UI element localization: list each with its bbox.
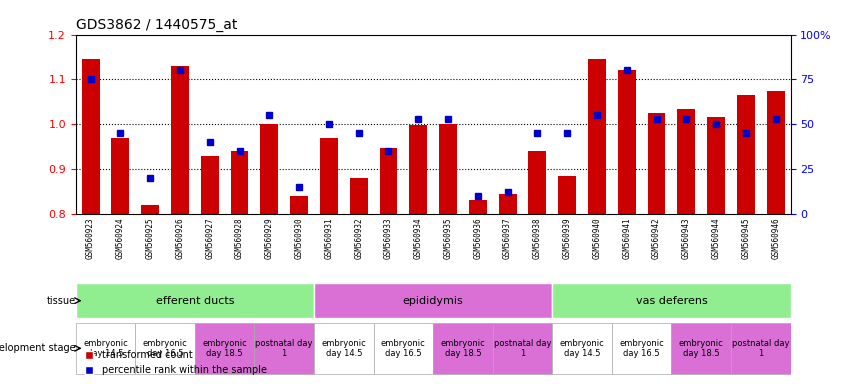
Text: GSM560932: GSM560932 — [354, 217, 363, 259]
Bar — [290, 196, 308, 214]
Bar — [201, 156, 219, 214]
Text: embryonic
day 18.5: embryonic day 18.5 — [441, 339, 485, 358]
Bar — [648, 113, 665, 214]
FancyBboxPatch shape — [553, 323, 611, 374]
Text: GSM560943: GSM560943 — [682, 217, 690, 259]
Text: GSM560938: GSM560938 — [533, 217, 542, 259]
Bar — [499, 194, 516, 214]
Text: GSM560928: GSM560928 — [235, 217, 244, 259]
Text: efferent ducts: efferent ducts — [156, 296, 234, 306]
Text: GDS3862 / 1440575_at: GDS3862 / 1440575_at — [76, 18, 237, 32]
Text: GSM560927: GSM560927 — [205, 217, 214, 259]
Text: embryonic
day 18.5: embryonic day 18.5 — [679, 339, 723, 358]
Text: GSM560939: GSM560939 — [563, 217, 572, 259]
Text: tissue: tissue — [46, 296, 76, 306]
Text: GSM560926: GSM560926 — [176, 217, 184, 259]
Text: GSM560945: GSM560945 — [742, 217, 750, 259]
Text: embryonic
day 14.5: embryonic day 14.5 — [559, 339, 605, 358]
Bar — [82, 59, 99, 214]
FancyBboxPatch shape — [135, 323, 195, 374]
Bar — [767, 91, 785, 214]
Text: GSM560946: GSM560946 — [771, 217, 780, 259]
Text: embryonic
day 16.5: embryonic day 16.5 — [143, 339, 188, 358]
Bar — [677, 109, 696, 214]
Text: postnatal day
1: postnatal day 1 — [732, 339, 790, 358]
Bar — [439, 124, 457, 214]
FancyBboxPatch shape — [373, 323, 433, 374]
Bar — [528, 151, 547, 214]
Text: postnatal day
1: postnatal day 1 — [256, 339, 313, 358]
Text: GSM560941: GSM560941 — [622, 217, 632, 259]
Bar — [588, 59, 606, 214]
Text: GSM560923: GSM560923 — [86, 217, 95, 259]
Bar — [468, 200, 487, 214]
Bar — [618, 70, 636, 214]
FancyBboxPatch shape — [314, 323, 373, 374]
Bar — [350, 178, 368, 214]
Text: GSM560929: GSM560929 — [265, 217, 274, 259]
Text: GSM560931: GSM560931 — [325, 217, 333, 259]
FancyBboxPatch shape — [254, 323, 314, 374]
FancyBboxPatch shape — [76, 323, 135, 374]
Bar — [707, 118, 725, 214]
FancyBboxPatch shape — [493, 323, 553, 374]
Text: development stage: development stage — [0, 343, 76, 353]
Bar — [141, 205, 159, 214]
Text: GSM560942: GSM560942 — [652, 217, 661, 259]
Text: GSM560936: GSM560936 — [473, 217, 482, 259]
Text: embryonic
day 16.5: embryonic day 16.5 — [619, 339, 664, 358]
Text: vas deferens: vas deferens — [636, 296, 707, 306]
Text: GSM560937: GSM560937 — [503, 217, 512, 259]
Text: GSM560930: GSM560930 — [294, 217, 304, 259]
Bar — [111, 137, 130, 214]
Bar — [737, 95, 754, 214]
Bar — [320, 137, 338, 214]
Text: GSM560925: GSM560925 — [145, 217, 155, 259]
FancyBboxPatch shape — [553, 283, 791, 318]
FancyBboxPatch shape — [195, 323, 254, 374]
FancyBboxPatch shape — [671, 323, 731, 374]
Text: embryonic
day 16.5: embryonic day 16.5 — [381, 339, 426, 358]
FancyBboxPatch shape — [433, 323, 493, 374]
Text: epididymis: epididymis — [403, 296, 463, 306]
FancyBboxPatch shape — [731, 323, 791, 374]
Text: embryonic
day 14.5: embryonic day 14.5 — [83, 339, 128, 358]
Text: GSM560933: GSM560933 — [384, 217, 393, 259]
FancyBboxPatch shape — [314, 283, 553, 318]
Text: postnatal day
1: postnatal day 1 — [494, 339, 551, 358]
Bar — [171, 66, 189, 214]
Bar — [410, 125, 427, 214]
FancyBboxPatch shape — [76, 283, 314, 318]
Legend: transformed count, percentile rank within the sample: transformed count, percentile rank withi… — [81, 346, 271, 379]
Bar — [558, 176, 576, 214]
Text: GSM560934: GSM560934 — [414, 217, 423, 259]
Bar — [379, 148, 397, 214]
Text: GSM560944: GSM560944 — [711, 217, 721, 259]
Text: embryonic
day 14.5: embryonic day 14.5 — [321, 339, 366, 358]
Text: GSM560924: GSM560924 — [116, 217, 124, 259]
Text: embryonic
day 18.5: embryonic day 18.5 — [202, 339, 247, 358]
Text: GSM560935: GSM560935 — [443, 217, 452, 259]
Bar — [230, 151, 248, 214]
Bar — [261, 124, 278, 214]
Text: GSM560940: GSM560940 — [592, 217, 601, 259]
FancyBboxPatch shape — [611, 323, 671, 374]
